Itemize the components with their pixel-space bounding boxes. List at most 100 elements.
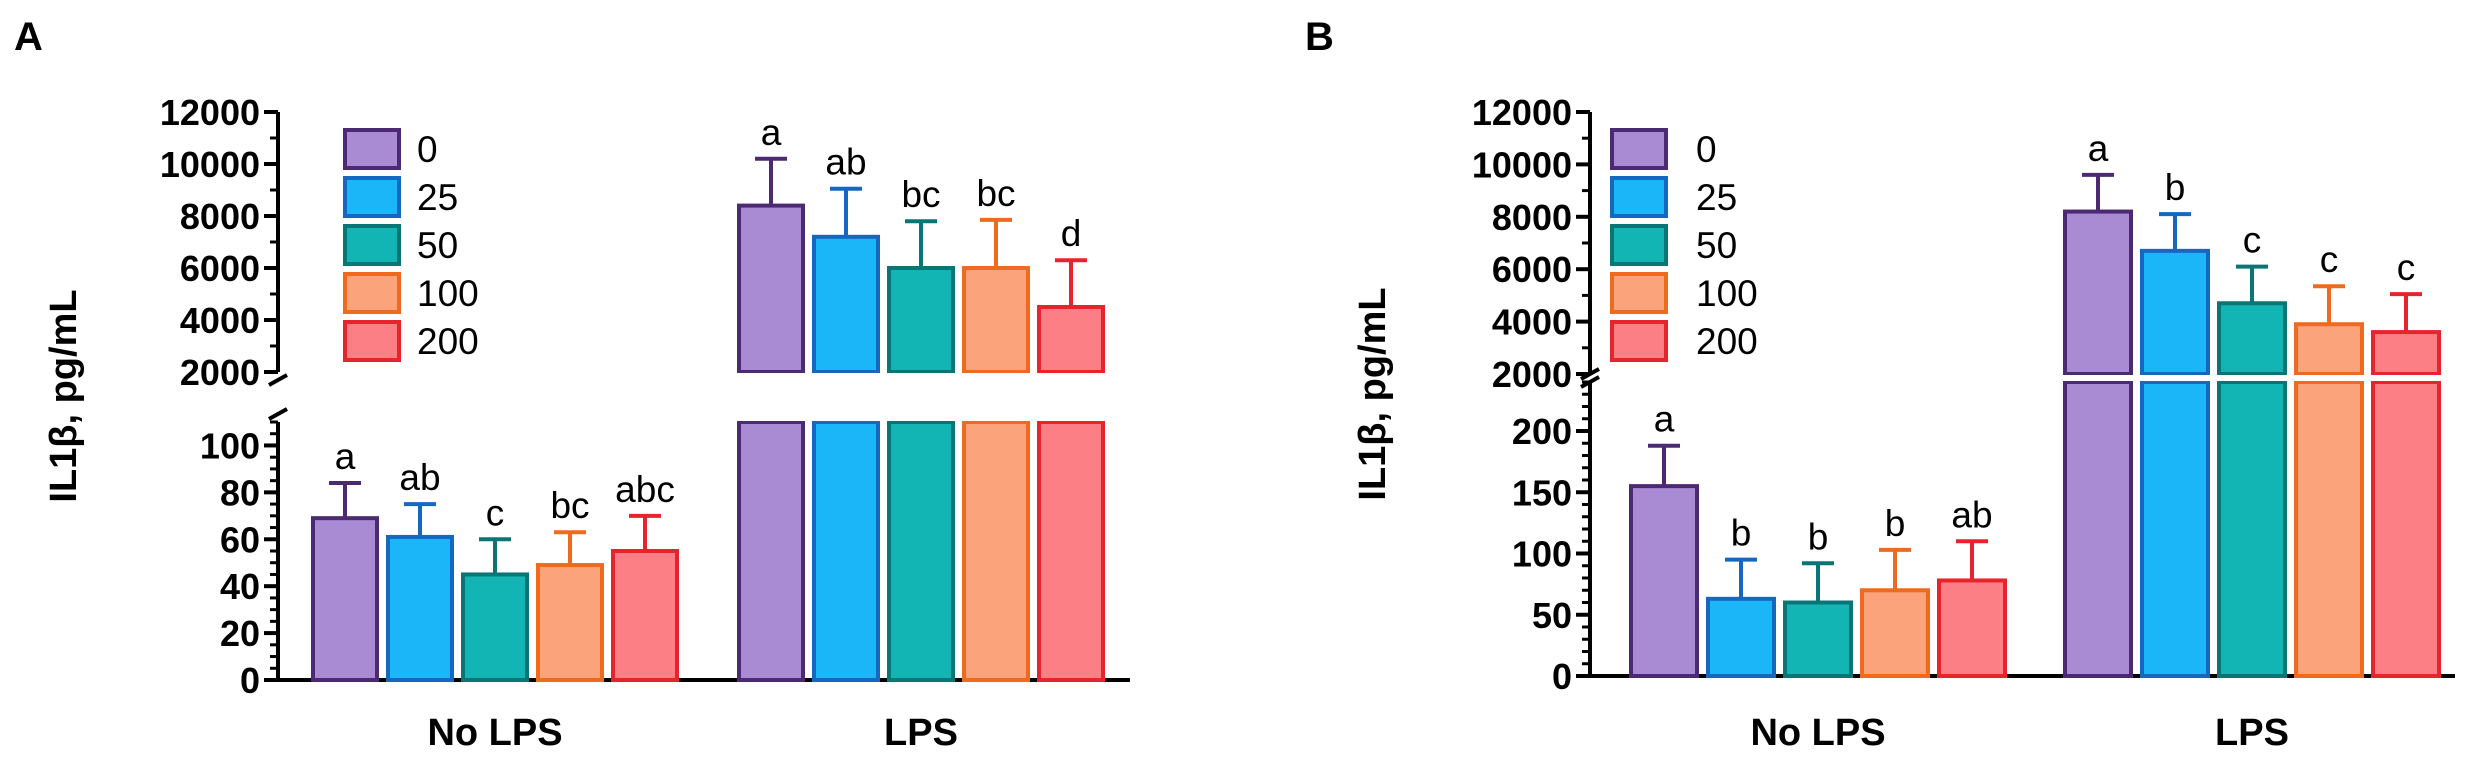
y-axis-title: IL1β, pg/mL — [43, 289, 85, 502]
legend-label: 100 — [417, 273, 479, 314]
bar-lower-segment — [2294, 380, 2364, 678]
bar-lower-segment — [737, 420, 805, 682]
bar — [536, 563, 604, 683]
bar-lower-segment — [2217, 380, 2287, 678]
y-tick-label: 6000 — [180, 248, 260, 289]
legend-swatch — [343, 176, 401, 218]
significance-label: bc — [976, 173, 1015, 214]
legend-label: 50 — [417, 225, 458, 266]
bar-break-gap — [2216, 375, 2288, 381]
bar — [311, 516, 379, 682]
significance-label: bc — [901, 174, 940, 215]
bar — [2294, 322, 2364, 376]
y-tick-label: 100 — [1512, 534, 1572, 575]
significance-label: a — [2088, 128, 2109, 169]
bar-lower-segment — [2371, 380, 2441, 678]
bar — [611, 549, 679, 682]
bar-break-gap — [2293, 375, 2365, 381]
y-tick-label: 2000 — [180, 352, 260, 393]
legend-swatch — [343, 272, 401, 314]
bar — [1860, 588, 1930, 678]
axis-break-mark — [268, 373, 288, 387]
bar-lower-segment — [812, 420, 880, 682]
legend-label: 200 — [1696, 321, 1758, 362]
legend: 0 25 50 100 200 — [343, 128, 479, 362]
significance-label: b — [2165, 167, 2186, 208]
y-tick-label: 100 — [200, 425, 260, 466]
significance-label: a — [335, 436, 356, 477]
legend-label: 200 — [417, 321, 479, 362]
bar — [2140, 248, 2210, 376]
legend-label: 0 — [417, 129, 438, 170]
legend-swatch — [343, 320, 401, 362]
significance-label: ab — [399, 457, 440, 498]
y-tick-label: 20 — [220, 613, 260, 654]
bar-lower-segment — [962, 420, 1030, 682]
significance-label: c — [2320, 239, 2339, 280]
y-tick-label: 60 — [220, 519, 260, 560]
bar-break-gap — [811, 373, 881, 421]
x-category-label: No LPS — [1750, 712, 1885, 754]
legend-label: 25 — [1696, 177, 1737, 218]
significance-label: ab — [825, 142, 866, 183]
bar — [2063, 209, 2133, 376]
x-category-label: No LPS — [427, 712, 562, 754]
bar-break-gap — [961, 373, 1031, 421]
y-tick-label: 4000 — [1492, 302, 1572, 343]
bar — [386, 534, 454, 682]
y-tick-label: 0 — [240, 660, 260, 701]
legend-swatch — [1610, 176, 1668, 218]
bar — [1783, 600, 1853, 678]
y-tick-label: 10000 — [1472, 144, 1572, 185]
bar — [962, 266, 1030, 374]
bar-lower-segment — [2063, 380, 2133, 678]
y-axis-title: IL1β, pg/mL — [1352, 287, 1394, 500]
bar — [1037, 305, 1105, 374]
significance-label: c — [2243, 220, 2262, 261]
bar — [461, 572, 529, 682]
x-category-label: LPS — [2215, 712, 2289, 754]
bar-break-gap — [2062, 375, 2134, 381]
significance-label: abc — [615, 469, 675, 510]
bar-lower-segment — [887, 420, 955, 682]
y-tick-label: 10000 — [160, 144, 260, 185]
legend-swatch — [1610, 272, 1668, 314]
axis-break-mark — [268, 407, 288, 421]
bar-break-gap — [1036, 373, 1106, 421]
y-tick-label: 2000 — [1492, 354, 1572, 395]
significance-label: c — [486, 492, 505, 533]
y-tick-label: 50 — [1532, 595, 1572, 636]
bar — [2217, 301, 2287, 377]
bar — [1706, 596, 1776, 679]
legend: 0 25 50 100 200 — [1610, 128, 1758, 362]
x-category-label: LPS — [884, 712, 958, 754]
significance-label: b — [1731, 513, 1752, 554]
bar — [2371, 330, 2441, 376]
significance-label: a — [761, 112, 782, 153]
legend-label: 25 — [417, 177, 458, 218]
significance-label: b — [1808, 516, 1829, 557]
y-tick-label: 200 — [1512, 411, 1572, 452]
bar — [737, 203, 805, 374]
legend-swatch — [1610, 224, 1668, 266]
y-tick-label: 40 — [220, 566, 260, 607]
bar-break-gap — [2370, 375, 2442, 381]
bar-lower-segment — [2140, 380, 2210, 678]
bar — [812, 234, 880, 374]
significance-label: c — [2397, 247, 2416, 288]
significance-label: d — [1061, 213, 1082, 254]
bar-break-gap — [886, 373, 956, 421]
bar — [1629, 484, 1699, 678]
panel-letter: B — [1305, 15, 1334, 59]
y-tick-label: 0 — [1552, 656, 1572, 697]
bar-break-gap — [2139, 375, 2211, 381]
legend-swatch — [1610, 128, 1668, 170]
bar-break-gap — [736, 373, 806, 421]
y-tick-label: 4000 — [180, 300, 260, 341]
panel-letter: A — [14, 15, 43, 59]
y-tick-label: 12000 — [1472, 92, 1572, 133]
legend-label: 0 — [1696, 129, 1717, 170]
y-tick-label: 8000 — [180, 196, 260, 237]
